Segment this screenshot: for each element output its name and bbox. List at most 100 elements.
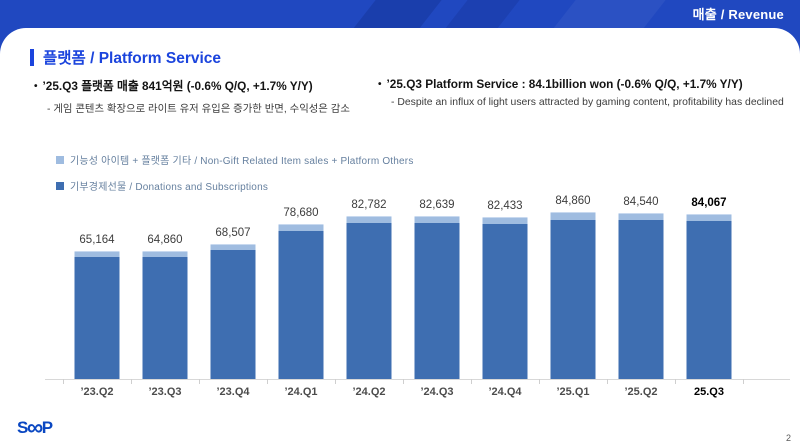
title-accent-bar [30, 48, 34, 66]
bar-slot: 84,067 [675, 194, 743, 379]
page-title: 플랫폼 / Platform Service [43, 50, 222, 67]
bar-segment-donations [278, 231, 324, 379]
x-axis-label: ’24.Q4 [488, 386, 522, 398]
bar-value-label: 65,164 [79, 234, 115, 246]
stacked-bar [550, 212, 596, 379]
bullet-korean: • ’25.Q3 플랫폼 매출 841억원 (-0.6% Q/Q, +1.7% Y… [34, 77, 374, 115]
stacked-bar [74, 251, 120, 379]
soop-logo: S ∞ P [17, 414, 53, 440]
chart-plot-area: 65,164 64,860 68,507 78,680 82,782 82,639 82,4… [45, 194, 790, 384]
stacked-bar [346, 216, 392, 379]
x-axis-label: ’25.Q1 [556, 386, 590, 398]
bar-segment-others [482, 217, 528, 224]
bullet-korean-main: ’25.Q3 플랫폼 매출 841억원 (-0.6% Q/Q, +1.7% Y/… [42, 79, 313, 93]
bar-value-label: 84,540 [623, 196, 659, 208]
x-axis-label: ’23.Q4 [216, 386, 250, 398]
bar-value-label: 68,507 [215, 227, 251, 239]
axis-tick [743, 379, 744, 384]
legend-swatch-light [56, 155, 64, 164]
bullet-english-main: ’25.Q3 Platform Service : 84.1billion wo… [386, 77, 743, 91]
bar-segment-donations [618, 220, 664, 379]
axis-tick [675, 379, 676, 384]
stacked-bar [686, 214, 732, 379]
axis-tick [403, 379, 404, 384]
bar-segment-donations [142, 257, 188, 379]
bar-slot: 84,860 [539, 194, 607, 379]
bar-value-label: 82,782 [351, 199, 387, 211]
logo-letter: S [17, 418, 28, 437]
bar-segment-others [346, 216, 392, 223]
x-axis-label: ’24.Q2 [352, 386, 386, 398]
bars-row: 65,164 64,860 68,507 78,680 82,782 82,639 82,4… [63, 194, 744, 384]
bar-chart: 65,164 64,860 68,507 78,680 82,782 82,639 82,4… [45, 195, 790, 406]
summary-bullets: • ’25.Q3 플랫폼 매출 841억원 (-0.6% Q/Q, +1.7% Y… [0, 77, 800, 137]
axis-tick [539, 379, 540, 384]
x-axis-labels: ’23.Q2 ’23.Q3 ’23.Q4 ’24.Q1 ’24.Q2 ’24.Q3 ’24.… [63, 386, 743, 406]
bar-segment-others [414, 216, 460, 223]
page-number: 2 [785, 433, 791, 443]
bar-value-label: 64,860 [147, 234, 183, 246]
chart-legend: 기능성 아이템 + 플랫폼 기타 / Non-Gift Related Item… [56, 152, 414, 204]
bar-segment-others [142, 251, 188, 257]
x-axis-label: ’23.Q3 [148, 386, 182, 398]
bar-segment-donations [686, 221, 732, 379]
axis-tick [131, 379, 132, 384]
bar-segment-others [618, 213, 664, 220]
bar-slot: 78,680 [267, 194, 335, 379]
bullet-korean-sub: - 게임 콘텐츠 확장으로 라이트 유저 유입은 증가한 반면, 수익성은 감소 [47, 104, 350, 115]
axis-tick [63, 379, 64, 384]
x-axis-label: ’23.Q2 [80, 386, 114, 398]
x-axis-label: ’24.Q1 [284, 386, 318, 398]
stacked-bar [482, 217, 528, 379]
legend-label: 기능성 아이템 + 플랫폼 기타 / Non-Gift Related Item… [70, 156, 414, 167]
bar-value-label: 78,680 [283, 207, 319, 219]
bar-segment-donations [74, 257, 120, 379]
bar-segment-donations [550, 220, 596, 379]
bar-segment-others [74, 251, 120, 257]
bar-slot: 82,639 [403, 194, 471, 379]
bar-segment-donations [346, 223, 392, 379]
title-row: 플랫폼 / Platform Service [30, 46, 221, 68]
stacked-bar [142, 251, 188, 379]
legend-label: 기부경제선물 / Donations and Subscriptions [70, 182, 269, 193]
bar-value-label: 84,067 [691, 197, 727, 209]
bar-slot: 82,433 [471, 194, 539, 379]
x-axis-label: ’24.Q3 [420, 386, 454, 398]
bullet-marker: • [378, 79, 382, 90]
legend-item-others: 기능성 아이템 + 플랫폼 기타 / Non-Gift Related Item… [56, 152, 414, 167]
stacked-bar [278, 224, 324, 379]
bar-value-label: 82,433 [487, 200, 523, 212]
legend-item-donations: 기부경제선물 / Donations and Subscriptions [56, 178, 414, 193]
content-card: 플랫폼 / Platform Service • ’25.Q3 플랫폼 매출 84… [0, 28, 800, 446]
bar-segment-others [278, 224, 324, 231]
axis-tick [607, 379, 608, 384]
infinity-glyph: ∞ [26, 414, 43, 440]
bar-segment-donations [482, 224, 528, 379]
axis-tick [267, 379, 268, 384]
bullet-english-sub: - Despite an influx of light users attra… [391, 97, 784, 108]
legend-swatch-dark [56, 181, 64, 190]
bar-segment-donations [414, 223, 460, 379]
bar-segment-others [210, 244, 256, 250]
x-axis-label: ’25.Q2 [624, 386, 658, 398]
bar-slot: 84,540 [607, 194, 675, 379]
bar-segment-donations [210, 250, 256, 379]
bar-slot: 65,164 [63, 194, 131, 379]
bullet-english: • ’25.Q3 Platform Service : 84.1billion w… [378, 77, 792, 108]
bar-slot: 82,782 [335, 194, 403, 379]
x-axis-label: 25.Q3 [694, 386, 724, 398]
axis-tick [335, 379, 336, 384]
bar-slot: 64,860 [131, 194, 199, 379]
section-label: 매출 / Revenue [692, 7, 784, 22]
bar-segment-others [686, 214, 732, 221]
logo-letter: P [41, 418, 53, 437]
stacked-bar [210, 244, 256, 379]
bar-slot: 68,507 [199, 194, 267, 379]
axis-tick [199, 379, 200, 384]
bullet-marker: • [34, 81, 38, 92]
stacked-bar [618, 213, 664, 379]
stacked-bar [414, 216, 460, 379]
bar-segment-others [550, 212, 596, 220]
axis-tick [471, 379, 472, 384]
